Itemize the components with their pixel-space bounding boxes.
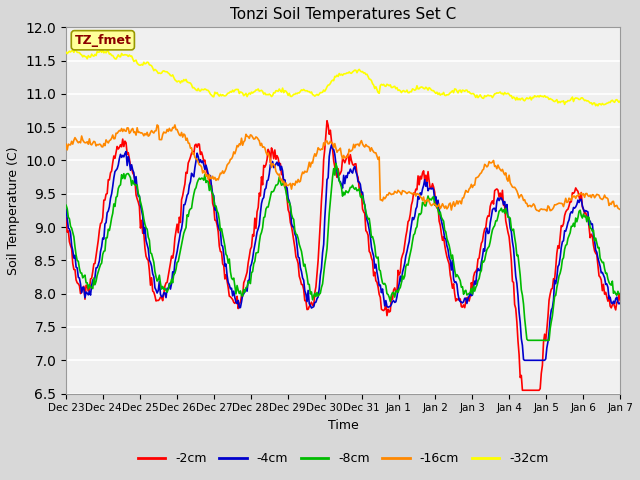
X-axis label: Time: Time xyxy=(328,419,358,432)
Y-axis label: Soil Temperature (C): Soil Temperature (C) xyxy=(7,146,20,275)
Text: TZ_fmet: TZ_fmet xyxy=(74,34,131,47)
Title: Tonzi Soil Temperatures Set C: Tonzi Soil Temperatures Set C xyxy=(230,7,456,22)
Legend: -2cm, -4cm, -8cm, -16cm, -32cm: -2cm, -4cm, -8cm, -16cm, -32cm xyxy=(132,447,554,470)
